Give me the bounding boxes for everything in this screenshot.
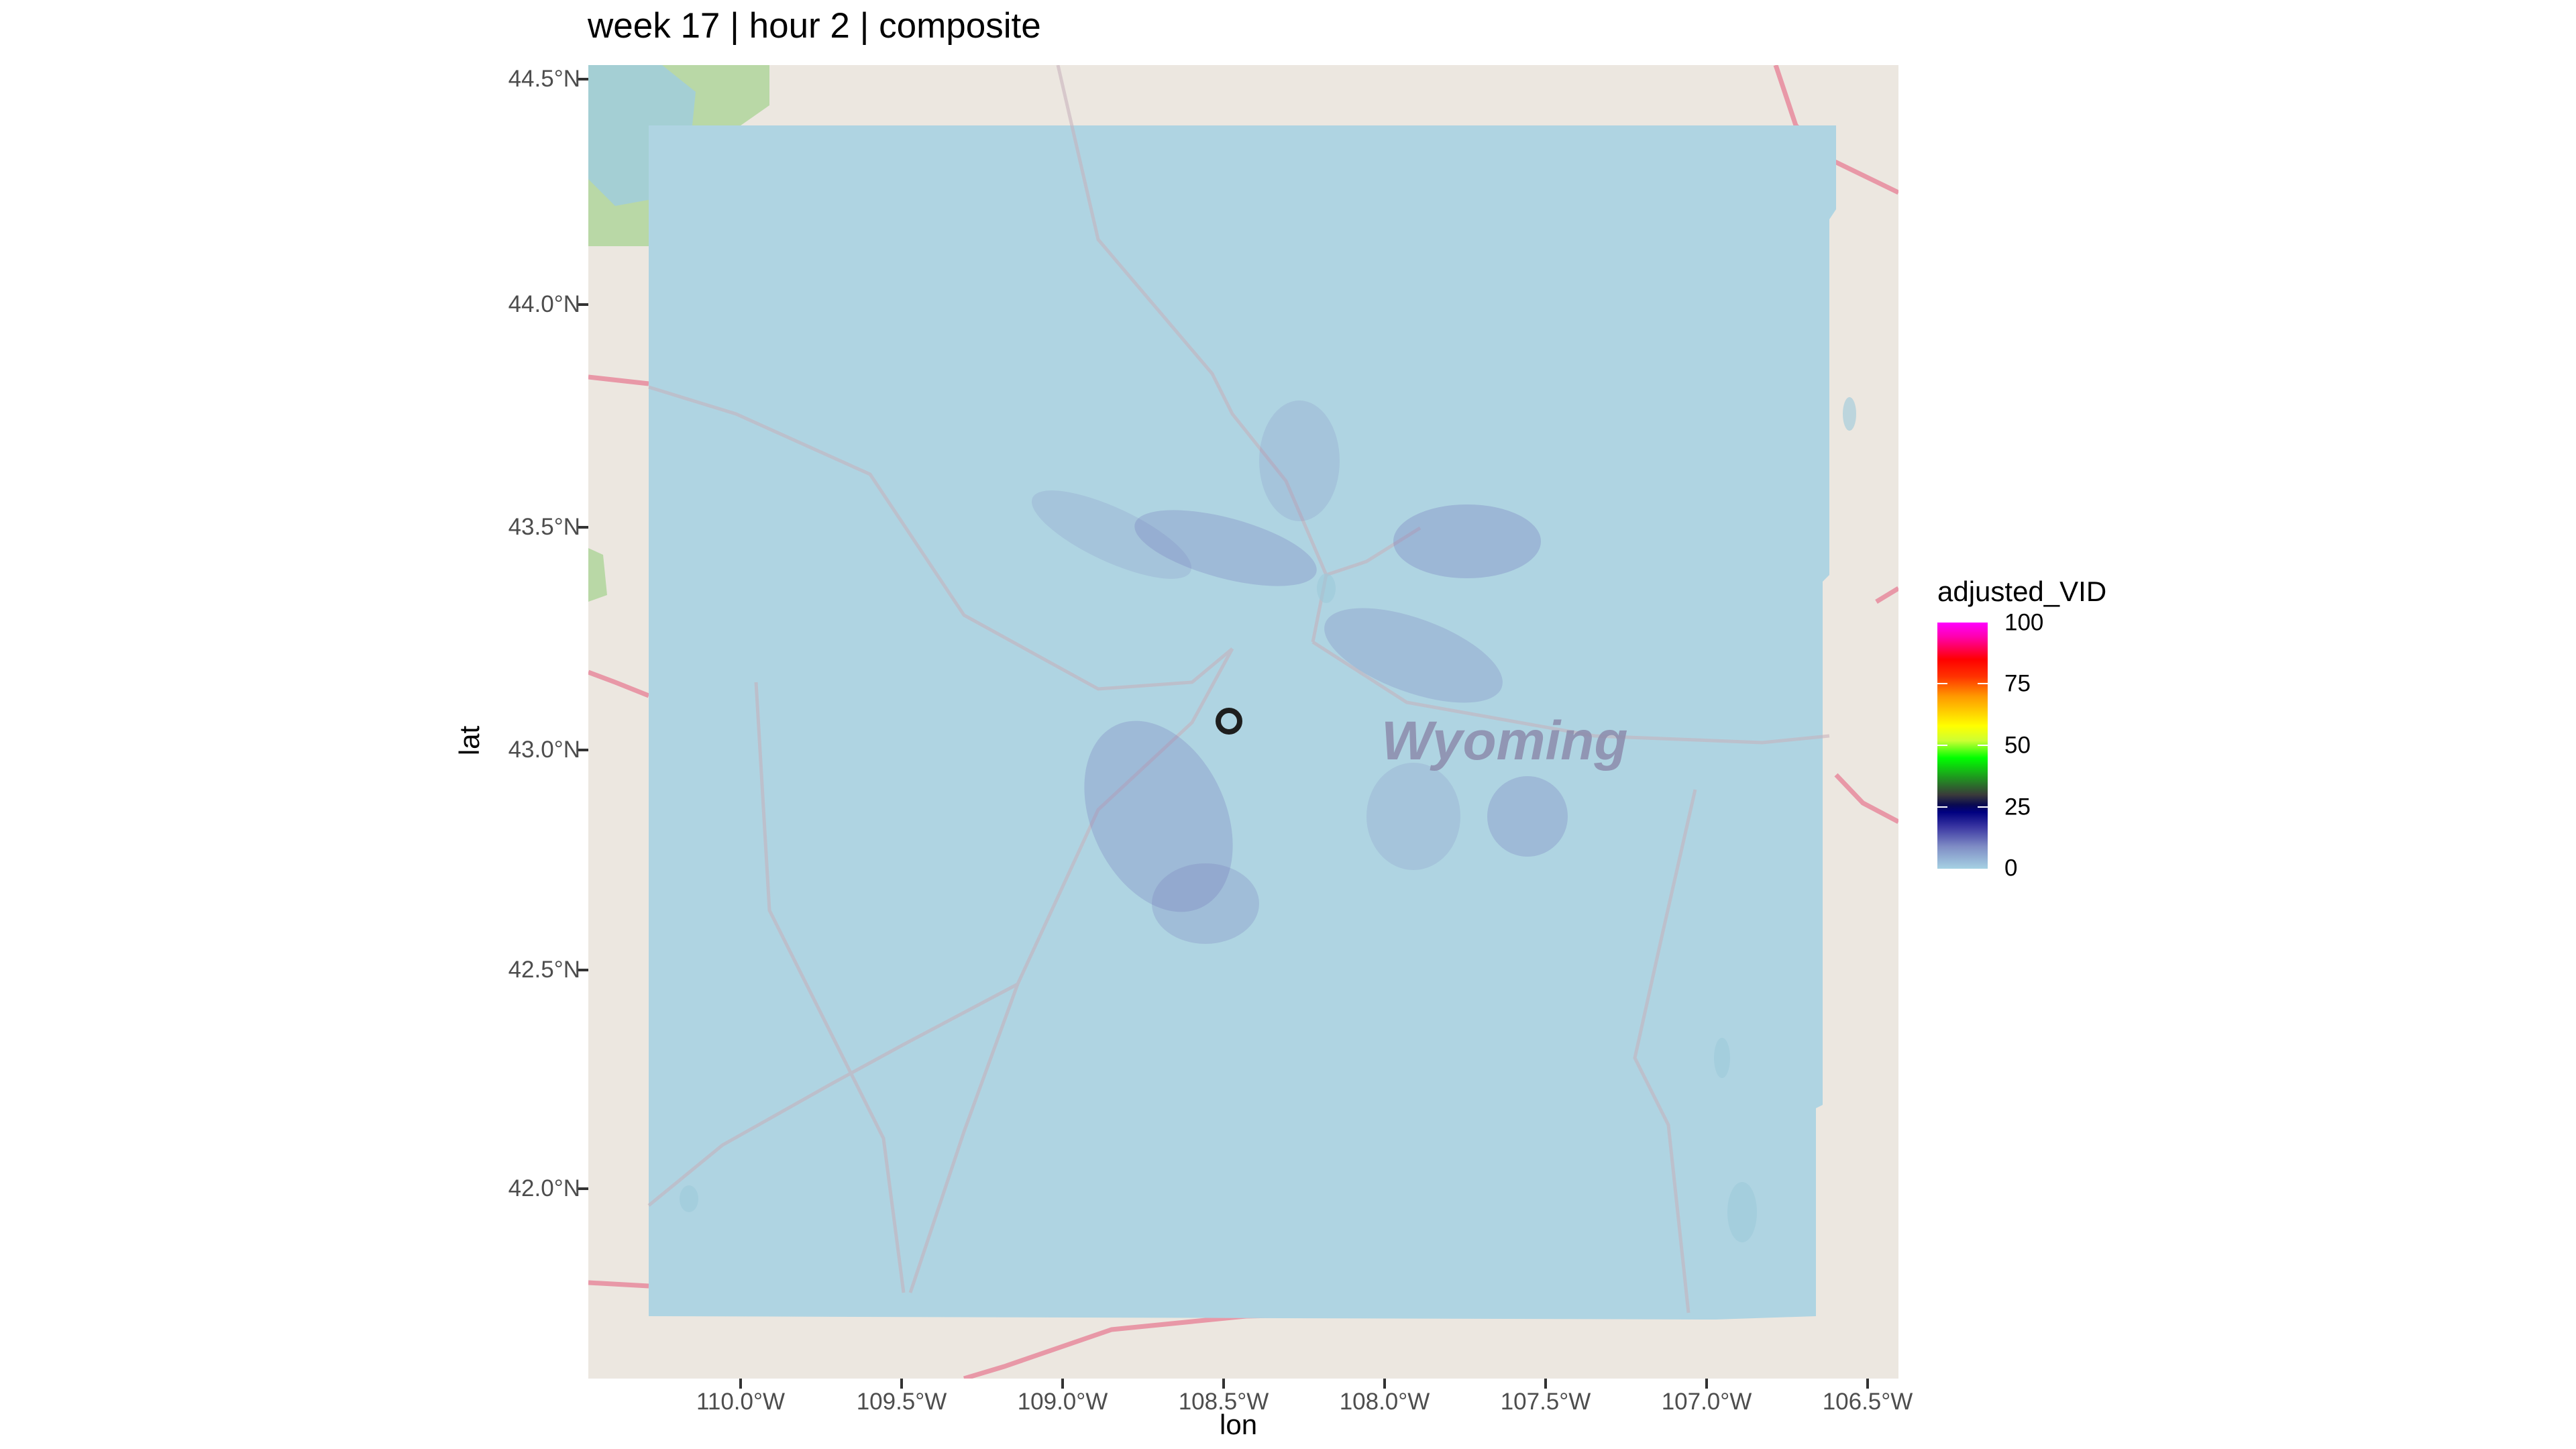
lon-tick-label: 107.5°W — [1500, 1389, 1591, 1415]
y-axis-title: lat — [453, 725, 486, 756]
color-legend: adjusted_VID 100 75 50 25 0 — [1937, 576, 2107, 880]
basemap-forest — [588, 548, 607, 602]
x-axis-title: lon — [1220, 1409, 1258, 1440]
map-panel: Wyoming — [588, 65, 1898, 1379]
legend-label: 0 — [2004, 855, 2018, 881]
lon-tick-label: 108.0°W — [1339, 1389, 1430, 1415]
reflectivity-clusters — [1031, 400, 1568, 944]
lat-tick-label: 42.0°N — [508, 1175, 580, 1201]
legend-colorbar — [1937, 623, 1988, 869]
legend-label: 25 — [2004, 794, 2031, 820]
place-label-wyoming: Wyoming — [1381, 710, 1627, 771]
lon-tick-label: 106.5°W — [1822, 1389, 1913, 1415]
plot-title: week 17 | hour 2 | composite — [588, 6, 1041, 46]
lat-tick-label: 43.5°N — [508, 514, 580, 540]
lon-tick-label: 109.5°W — [856, 1389, 947, 1415]
radar-site-marker — [1216, 708, 1242, 735]
lon-tick-label: 107.0°W — [1661, 1389, 1752, 1415]
lat-tick-label: 44.0°N — [508, 291, 580, 317]
legend-label: 75 — [2004, 670, 2031, 697]
legend-title: adjusted_VID — [1937, 576, 2107, 607]
lat-tick-label: 42.5°N — [508, 957, 580, 983]
legend-label: 50 — [2004, 732, 2031, 759]
water-under-overlay — [680, 397, 1856, 1242]
lon-tick-label: 110.0°W — [696, 1389, 786, 1415]
lat-tick-label: 44.5°N — [508, 66, 580, 92]
lon-tick-label: 109.0°W — [1017, 1389, 1108, 1415]
lon-tick-label: 108.5°W — [1178, 1389, 1269, 1415]
lat-tick-label: 43.0°N — [508, 737, 580, 763]
legend-label: 100 — [2004, 609, 2044, 636]
